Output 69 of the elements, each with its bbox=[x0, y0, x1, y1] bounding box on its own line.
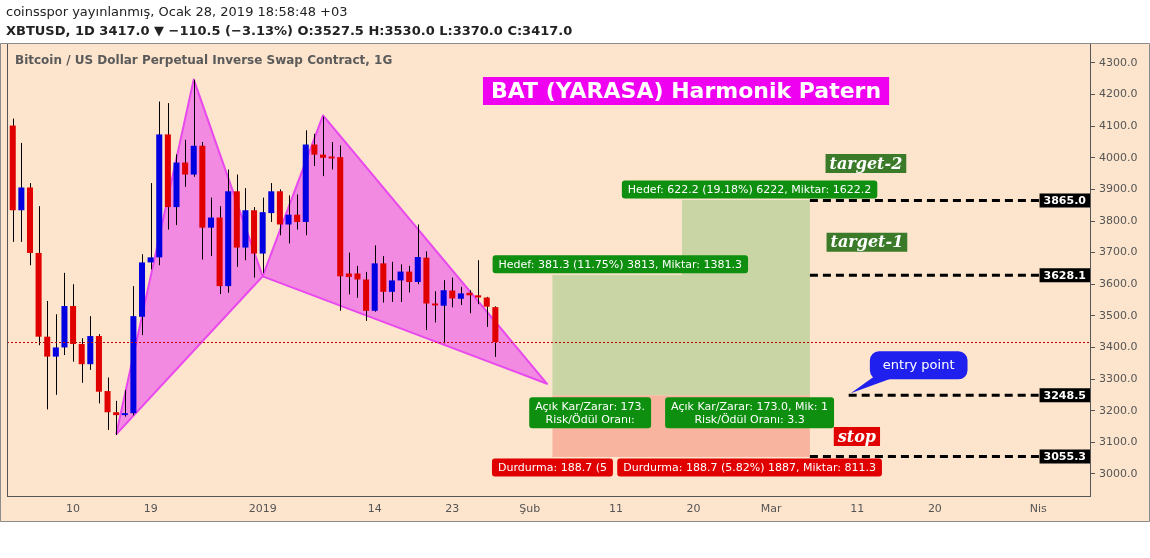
x-tick-label: 19 bbox=[143, 502, 158, 516]
x-tick-label: 11 bbox=[609, 502, 624, 516]
y-tick-label: 4300.0 bbox=[1099, 55, 1138, 69]
candlestick bbox=[406, 265, 413, 293]
y-tick-label: 3800.0 bbox=[1099, 213, 1138, 227]
x-tick-label: 2019 bbox=[248, 502, 277, 516]
candlestick bbox=[285, 194, 292, 244]
y-tick-label: 4100.0 bbox=[1099, 119, 1138, 133]
series-label: target-1 bbox=[830, 232, 904, 252]
data-label: 3248.5 bbox=[1043, 388, 1086, 402]
annotation: Durdurma: 188.7 (5.82%) 1887, Miktar: 811.3 bbox=[623, 460, 876, 474]
candlestick bbox=[354, 265, 361, 299]
series-label: stop bbox=[836, 426, 877, 446]
candlestick bbox=[182, 139, 189, 188]
annotation: Açık Kar/Zarar: 173.0, Mik: 1 Risk/Ödül Oranı: 3.3 bbox=[671, 399, 829, 426]
candlestick bbox=[475, 259, 482, 305]
annotation: Açık Kar/Zarar: 173. Risk/Ödül Oranı: bbox=[535, 399, 646, 426]
y-tick-label: 3900.0 bbox=[1099, 182, 1138, 196]
annotation: Hedef: 622.2 (19.18%) 6222, Miktar: 1622.2 bbox=[627, 182, 872, 196]
x-tick-label: Mar bbox=[760, 502, 782, 516]
x-tick-label: Şub bbox=[519, 502, 541, 516]
data-label: 3865.0 bbox=[1043, 193, 1087, 207]
y-tick-label: 3700.0 bbox=[1099, 245, 1138, 259]
annotation: Durdurma: 188.7 (5 bbox=[497, 460, 607, 474]
candlestick bbox=[457, 286, 464, 306]
x-tick-label: 20 bbox=[686, 502, 701, 516]
series-label: entry point bbox=[882, 356, 955, 372]
x-tick-label: 10 bbox=[66, 502, 81, 516]
candlestick bbox=[397, 263, 404, 303]
candlestick bbox=[104, 376, 111, 431]
candlestick bbox=[44, 300, 51, 410]
x-tick-label: 14 bbox=[367, 502, 382, 516]
candlestick bbox=[78, 337, 85, 384]
candlestick bbox=[113, 400, 120, 436]
y-tick-label: 4000.0 bbox=[1099, 150, 1138, 164]
y-tick-label: 3300.0 bbox=[1099, 371, 1138, 385]
x-tick-label: 11 bbox=[850, 502, 865, 516]
x-tick-label: Nis bbox=[1029, 502, 1048, 516]
x-tick-label: 23 bbox=[445, 502, 460, 516]
candlestick bbox=[388, 261, 395, 303]
text: Bitcoin / US Dollar Perpetual Inverse Swap Contract, 1G bbox=[15, 53, 393, 68]
text: BAT (YARASA) Harmonik Patern bbox=[490, 77, 882, 103]
y-tick-label: 3600.0 bbox=[1099, 277, 1138, 291]
y-tick-label: 3500.0 bbox=[1099, 308, 1138, 322]
candlestick bbox=[147, 182, 154, 270]
candlestick bbox=[466, 289, 473, 314]
candlestick bbox=[294, 193, 301, 231]
candlestick bbox=[440, 279, 447, 344]
candlestick bbox=[52, 313, 59, 396]
series-label: target-2 bbox=[829, 153, 903, 173]
text: coinsspor yayınlanmış, Ocak 28, 2019 18:58:48 +03 bbox=[6, 4, 348, 20]
candlestick bbox=[121, 389, 128, 418]
text: XBTUSD, 1D 3417.0 ▼ −110.5 (−3.13%) O:3527.5 H:3530.0 L:3370.0 C:3417.0 bbox=[6, 23, 573, 39]
candlestick bbox=[207, 197, 214, 257]
y-tick-label: 3100.0 bbox=[1099, 435, 1138, 449]
candlestick bbox=[345, 252, 352, 295]
candlestick bbox=[483, 296, 490, 328]
data-label: 3628.1 bbox=[1043, 268, 1086, 282]
annotation: Hedef: 381.3 (11.75%) 3813, Miktar: 1381.3 bbox=[498, 257, 743, 271]
y-tick-label: 4200.0 bbox=[1099, 87, 1138, 101]
y-tick-label: 3000.0 bbox=[1099, 466, 1138, 480]
x-tick-label: 20 bbox=[927, 502, 942, 516]
candlestick bbox=[319, 116, 327, 177]
candlestick bbox=[268, 182, 275, 223]
data-label: 3055.3 bbox=[1043, 449, 1086, 463]
candlestick bbox=[18, 142, 25, 243]
y-tick-label: 3400.0 bbox=[1099, 340, 1138, 354]
candlestick bbox=[311, 133, 318, 167]
y-tick-label: 3200.0 bbox=[1099, 403, 1138, 417]
